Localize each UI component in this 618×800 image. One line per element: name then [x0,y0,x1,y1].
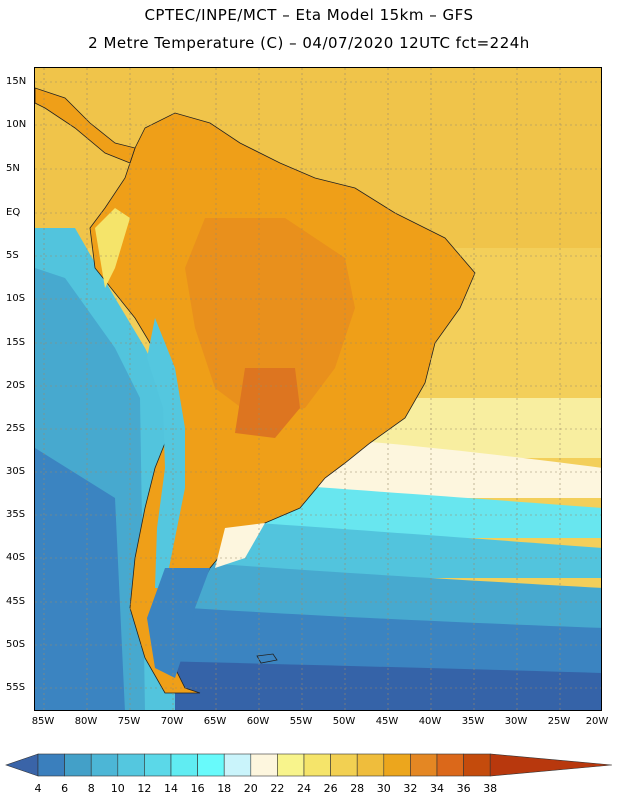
lon-label: 30W [504,716,528,727]
colorbar-box [303,753,331,777]
lat-label: 15S [6,337,26,348]
colorbar-box [197,753,225,777]
colorbar-tick-label: 34 [430,782,444,795]
lat-label: 50S [6,639,26,650]
colorbar-tick-label: 36 [456,782,471,795]
colorbar-box [410,753,438,777]
lon-label: 25W [547,716,571,727]
lat-label: 30S [6,466,26,477]
colorbar-box [223,753,252,777]
colorbar-box [90,753,119,777]
colorbar-tick-label: 38 [483,782,498,795]
colorbar-tick-label: 26 [323,782,338,795]
lat-label: 10N [6,119,27,130]
lat-label: 20S [6,380,26,391]
lon-label: 75W [117,716,141,727]
colorbar-left-arrow [5,753,39,777]
colorbar-box [356,753,385,777]
lat-label: 55S [6,682,26,693]
colorbar-box [250,753,278,777]
lon-label: 70W [160,716,184,727]
colorbar-tick-label: 28 [350,782,365,795]
lon-label: 40W [418,716,442,727]
colorbar-tick-label: 30 [376,782,391,795]
colorbar-box [117,753,145,777]
lon-label: 60W [246,716,270,727]
lat-label: 5S [6,250,19,261]
lat-label: 5N [6,163,20,174]
colorbar-tick-label: 18 [217,782,232,795]
lon-label: 20W [585,716,609,727]
map-title: CPTEC/INPE/MCT – Eta Model 15km – GFS [144,6,474,24]
lon-label: 50W [332,716,356,727]
colorbar-tick-label: 16 [190,782,205,795]
colorbar-tick-label: 32 [403,782,418,795]
colorbar-tick-label: 12 [137,782,152,795]
colorbar-box [64,753,92,777]
colorbar-legend [5,753,613,777]
lat-label: 45S [6,596,26,607]
lon-label: 65W [203,716,227,727]
colorbar-box [37,753,65,777]
lon-label: 80W [74,716,98,727]
colorbar-box [463,753,491,777]
temperature-map[interactable] [34,67,602,711]
colorbar-tick-label: 14 [164,782,178,795]
lon-label: 85W [31,716,55,727]
colorbar-box [277,753,305,777]
colorbar-tick-label: 4 [34,782,42,795]
lon-label: 55W [289,716,313,727]
lon-label: 35W [461,716,485,727]
colorbar-tick-label: 10 [110,782,125,795]
colorbar-tick-label: 6 [61,782,69,795]
colorbar-box [144,753,172,777]
colorbar-tick-label: 20 [243,782,258,795]
lat-label: EQ [6,207,21,218]
lat-label: 25S [6,423,26,434]
lon-label: 45W [375,716,399,727]
colorbar-box [330,753,358,777]
lat-label: 35S [6,509,26,520]
lat-label: 15N [6,76,27,87]
colorbar-right-arrow [489,753,613,777]
lat-label: 10S [6,293,26,304]
colorbar-tick-label: 22 [270,782,285,795]
colorbar-box [383,753,411,777]
colorbar-box [436,753,464,777]
colorbar-tick-label: 24 [297,782,311,795]
map-subtitle: 2 Metre Temperature (C) – 04/07/2020 12U… [88,34,530,52]
lat-label: 40S [6,552,26,563]
colorbar-tick-label: 8 [87,782,95,795]
colorbar-box [170,753,198,777]
